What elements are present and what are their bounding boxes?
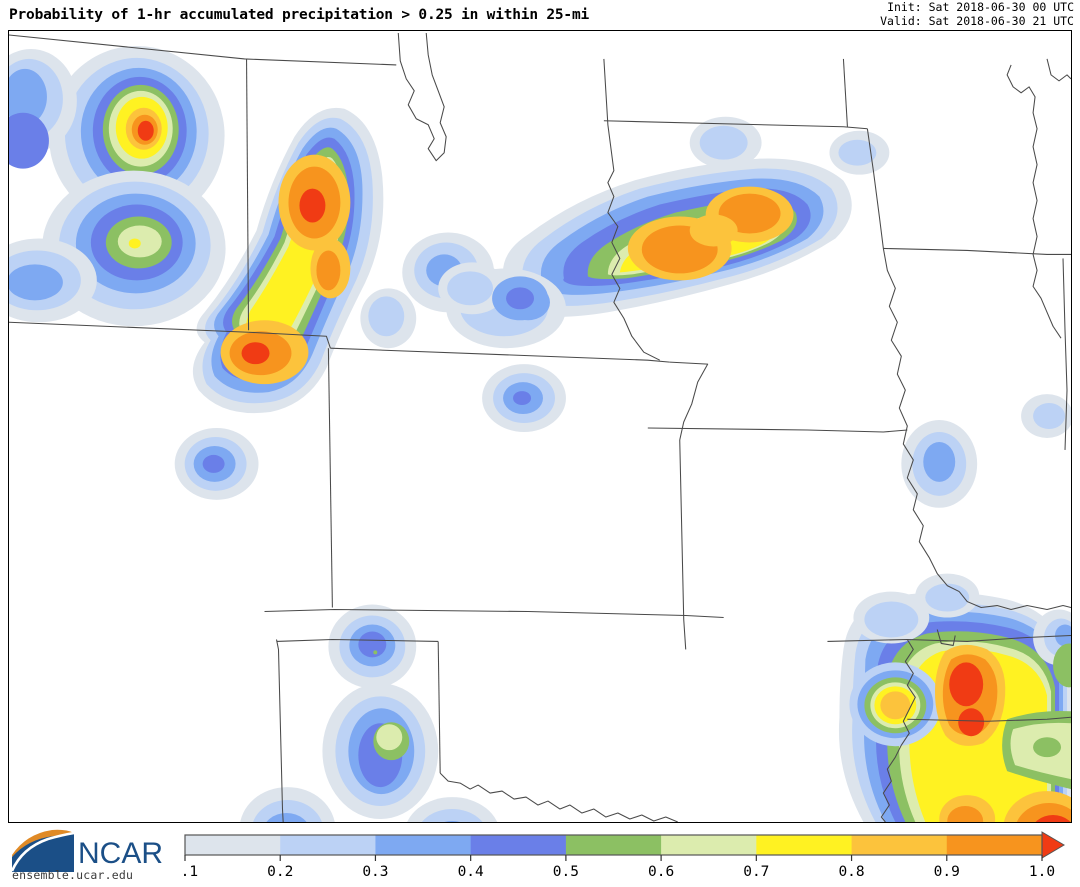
- colorbar-label-0.1: 0.1: [180, 864, 198, 880]
- probability-contour-map: [9, 31, 1071, 822]
- init-time-label: Init: Sat 2018-06-30 00 UTC: [887, 0, 1074, 14]
- contour-field: [9, 45, 1071, 822]
- colorbar-tick-labels: 0.1 0.2 0.3 0.4 0.5 0.6 0.7 0.8 0.9 1.0: [180, 864, 1055, 880]
- colorbar-bands: [185, 835, 1043, 855]
- colorbar-over-arrow: [1041, 831, 1065, 859]
- colorbar-band-0.6-0.7: [661, 835, 757, 855]
- colorbar-label-0.6: 0.6: [648, 864, 674, 880]
- ncar-wedge-icon: [12, 833, 74, 872]
- colorbar-ticks: [184, 855, 1043, 861]
- colorbar-band-0.4-0.5: [470, 835, 567, 855]
- colorbar-label-0.4: 0.4: [458, 864, 484, 880]
- state-boundaries: [9, 32, 1071, 822]
- colorbar-label-0.9: 0.9: [934, 864, 960, 880]
- colorbar-band-0.8-0.9: [851, 835, 948, 855]
- colorbar-band-0.9-1: [946, 835, 1043, 855]
- colorbar-label-0.7: 0.7: [743, 864, 769, 880]
- colorbar-band-0.5-0.6: [565, 835, 662, 855]
- colorbar[interactable]: 0.1 0.2 0.3 0.4 0.5 0.6 0.7 0.8 0.9 1.0: [180, 829, 1070, 885]
- colorbar-outline: [184, 834, 1043, 856]
- colorbar-label-0.2: 0.2: [267, 864, 293, 880]
- valid-time-label: Valid: Sat 2018-06-30 21 UTC: [880, 13, 1074, 28]
- colorbar-band-0.1-0.2: [185, 835, 281, 855]
- colorbar-band-0.3-0.4: [375, 835, 472, 855]
- map-panel[interactable]: [8, 30, 1072, 823]
- header-bar: Probability of 1-hr accumulated precipit…: [0, 0, 1080, 30]
- ncar-wordmark: NCAR: [78, 837, 163, 870]
- forecast-timestamps: Init: Sat 2018-06-30 00 UTC Valid: Sat 2…: [880, 0, 1074, 28]
- footer-bar: NCAR ensemble.ucar.edu 0.10.20.30.40.50.…: [0, 823, 1080, 887]
- colorbar-band-0.7-0.8: [756, 835, 852, 855]
- colorbar-band-0.2-0.3: [280, 835, 376, 855]
- colorbar-label-0.8: 0.8: [838, 864, 864, 880]
- ncar-logo[interactable]: NCAR: [8, 827, 168, 885]
- ncar-url-label[interactable]: ensemble.ucar.edu: [12, 868, 134, 882]
- colorbar-svg: 0.1 0.2 0.3 0.4 0.5 0.6 0.7 0.8 0.9 1.0: [180, 831, 1065, 880]
- colorbar-label-0.5: 0.5: [553, 864, 579, 880]
- colorbar-label-1.0: 1.0: [1029, 864, 1055, 880]
- colorbar-label-0.3: 0.3: [362, 864, 388, 880]
- ncar-swoosh-divider: [10, 831, 75, 872]
- page-title: Probability of 1-hr accumulated precipit…: [9, 7, 590, 23]
- ncar-swoosh-accent: [12, 829, 74, 871]
